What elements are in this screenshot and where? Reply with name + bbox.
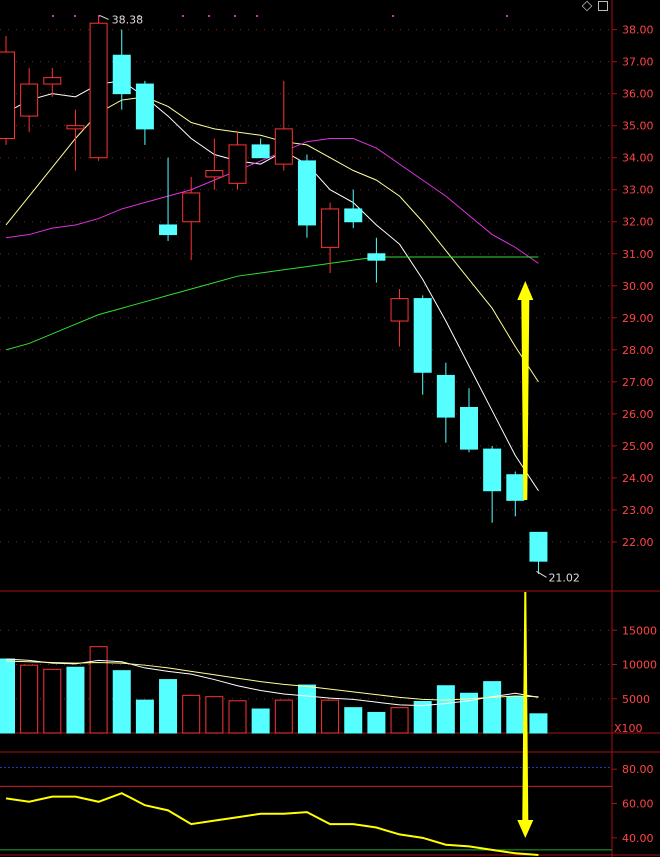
toolbar-icons xyxy=(581,0,608,12)
low-pointer xyxy=(536,570,547,578)
volume-bar xyxy=(112,670,131,734)
high-annotation: 38.38 xyxy=(112,13,144,26)
period-marker xyxy=(506,15,508,17)
candle-body xyxy=(529,531,548,562)
y-tick-label: 38.00 xyxy=(622,24,654,37)
candle-body xyxy=(321,208,340,248)
y-tick-label: 26.00 xyxy=(622,408,654,421)
y-tick-label: 15000 xyxy=(622,624,657,637)
y-tick-label: 27.00 xyxy=(622,376,654,389)
moving-average-line xyxy=(5,96,539,383)
volume-bar xyxy=(89,646,108,734)
volume-bar xyxy=(436,685,455,734)
candle-body xyxy=(20,83,39,117)
y-tick-label: 29.00 xyxy=(622,312,654,325)
up-arrow-shaft xyxy=(521,300,530,500)
volume-bar xyxy=(390,707,409,734)
y-tick-label: 33.00 xyxy=(622,184,654,197)
moving-average-line xyxy=(5,256,539,351)
y-tick-label: 34.00 xyxy=(622,152,654,165)
volume-bar xyxy=(483,681,502,734)
volume-bar xyxy=(0,658,15,734)
volume-bar xyxy=(297,684,316,734)
period-marker xyxy=(52,15,54,17)
y-tick-label: 60.00 xyxy=(622,798,654,811)
volume-bar xyxy=(20,664,39,734)
candle-body xyxy=(297,160,316,226)
up-arrow-head xyxy=(517,281,534,300)
moving-average-line xyxy=(5,137,539,264)
period-marker xyxy=(392,15,394,17)
down-arrow-head xyxy=(517,820,534,838)
y-tick-label: 28.00 xyxy=(622,344,654,357)
volume-bar xyxy=(66,666,85,734)
volume-bar xyxy=(460,692,478,734)
y-tick-label: 22.00 xyxy=(622,536,654,549)
candle-body xyxy=(182,192,201,223)
y-tick-label: 23.00 xyxy=(622,504,654,517)
candle-body xyxy=(89,22,108,159)
indicator-line xyxy=(5,792,539,856)
volume-bar xyxy=(251,708,270,734)
candle-body xyxy=(159,224,178,236)
y-tick-label: 10000 xyxy=(622,659,657,672)
volume-bar xyxy=(182,694,201,734)
low-annotation: 21.02 xyxy=(548,571,580,584)
period-marker xyxy=(256,15,258,17)
candle-body xyxy=(66,125,85,130)
candle-body xyxy=(112,54,131,95)
candle-body xyxy=(274,128,293,165)
y-tick-label: 37.00 xyxy=(622,56,654,69)
candle-body xyxy=(43,77,62,85)
period-marker xyxy=(234,15,236,17)
candle-body xyxy=(460,406,478,450)
y-tick-label: 35.00 xyxy=(622,120,654,133)
volume-bar xyxy=(43,668,62,734)
volume-bar xyxy=(506,696,525,734)
y-tick-label: 25.00 xyxy=(622,440,654,453)
candle-body xyxy=(367,253,386,261)
volume-bar xyxy=(413,700,432,734)
y-tick-label: 30.00 xyxy=(622,280,654,293)
down-arrow-shaft xyxy=(522,592,529,822)
volume-bar xyxy=(159,679,178,734)
period-marker xyxy=(74,15,76,17)
high-pointer xyxy=(99,14,109,20)
volume-bar xyxy=(321,699,340,734)
candle-body xyxy=(251,144,270,159)
candle-body xyxy=(483,448,502,492)
period-marker xyxy=(138,15,140,17)
y-tick-label: 40.00 xyxy=(622,832,654,845)
candle-body xyxy=(436,374,455,418)
candle-body xyxy=(390,298,409,322)
candle-body xyxy=(135,83,154,130)
period-marker xyxy=(182,15,184,17)
y-tick-label: 80.00 xyxy=(622,763,654,776)
candle-body xyxy=(0,51,15,139)
y-tick-label: 31.00 xyxy=(622,248,654,261)
volume-bar xyxy=(274,699,293,734)
volume-bar xyxy=(205,696,224,734)
volume-ma-line xyxy=(5,658,539,707)
candle-body xyxy=(506,474,525,501)
volume-bar xyxy=(529,713,548,734)
y-tick-label: 5000 xyxy=(622,693,650,706)
volume-bar xyxy=(135,699,154,734)
volume-ma-line xyxy=(5,660,539,701)
candle-body xyxy=(205,170,224,178)
period-marker xyxy=(98,15,100,17)
period-marker xyxy=(208,15,210,17)
window-icon[interactable] xyxy=(598,1,608,11)
y-tick-label: 36.00 xyxy=(622,88,654,101)
volume-unit-label: X100 xyxy=(614,722,643,735)
y-tick-label: 24.00 xyxy=(622,472,654,485)
y-tick-label: 32.00 xyxy=(622,216,654,229)
candle-body xyxy=(344,208,363,223)
volume-bar xyxy=(344,707,363,734)
volume-bar xyxy=(228,700,247,734)
candle-body xyxy=(413,298,432,373)
candle-body xyxy=(228,144,247,184)
volume-bar xyxy=(367,711,386,734)
